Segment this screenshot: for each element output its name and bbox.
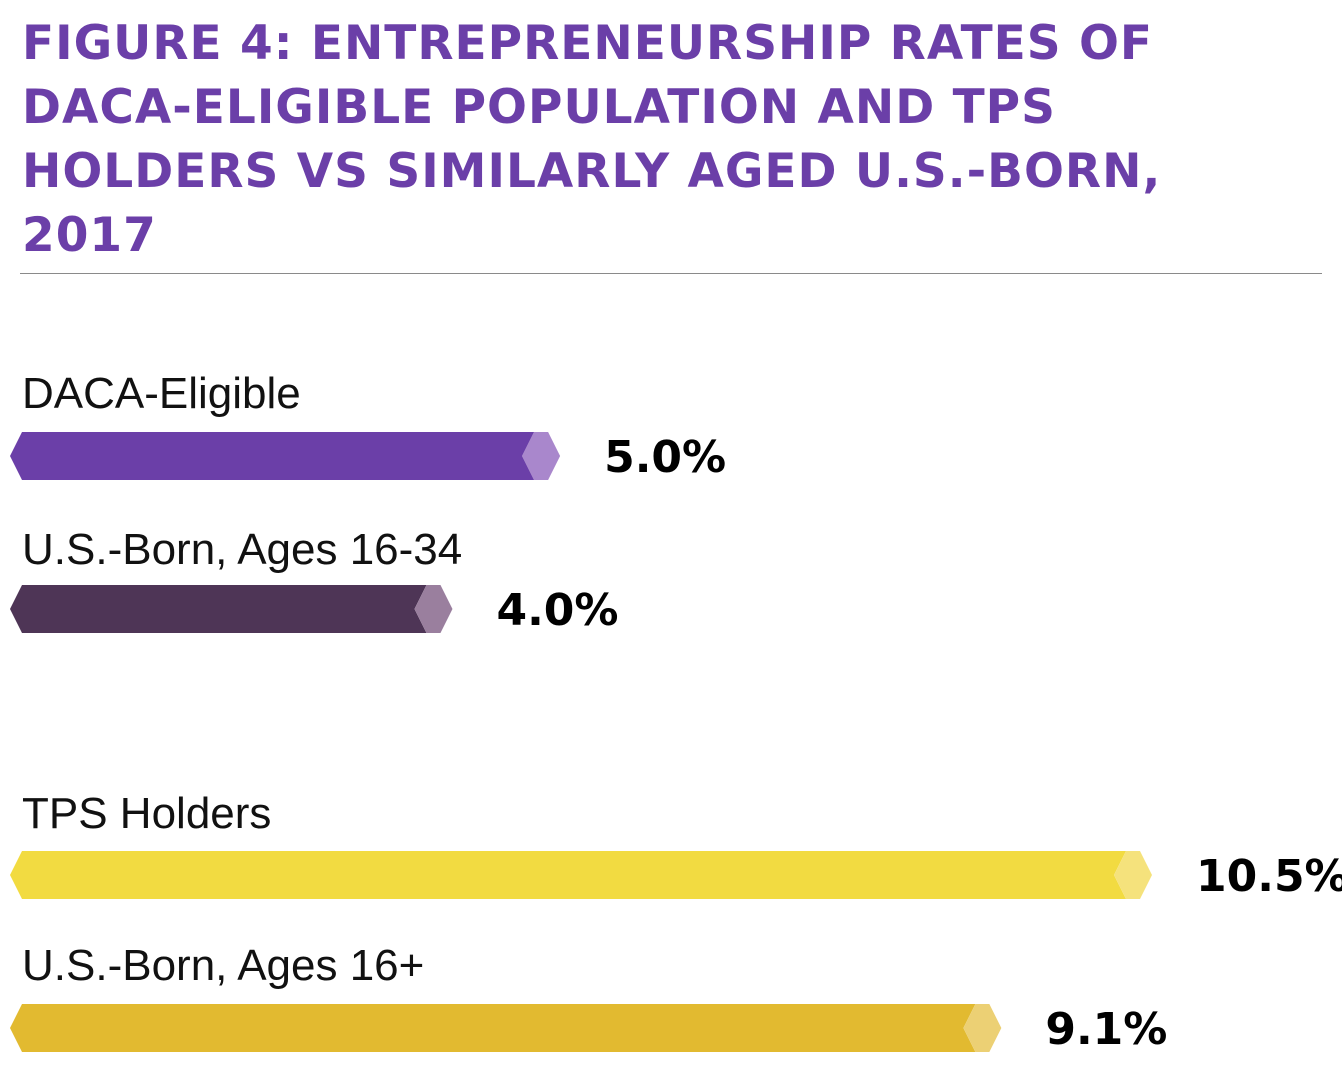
bar-tip bbox=[522, 432, 561, 480]
bar bbox=[10, 585, 427, 633]
category-label: U.S.-Born, Ages 16-34 bbox=[22, 525, 462, 574]
value-label: 5.0% bbox=[604, 432, 726, 483]
value-label: 4.0% bbox=[496, 585, 618, 636]
bar-tip bbox=[414, 585, 453, 633]
bar bbox=[10, 851, 1126, 899]
title-divider bbox=[20, 273, 1322, 274]
value-label: 10.5% bbox=[1196, 851, 1342, 902]
category-label: U.S.-Born, Ages 16+ bbox=[22, 941, 424, 990]
bar bbox=[10, 1004, 976, 1052]
bar bbox=[10, 432, 535, 480]
category-label: TPS Holders bbox=[22, 789, 271, 838]
chart-title: FIGURE 4: ENTREPRENEURSHIP RATES OF DACA… bbox=[22, 16, 1162, 263]
bar-tip bbox=[1114, 851, 1152, 899]
bar-tip bbox=[963, 1004, 1002, 1052]
category-label: DACA-Eligible bbox=[22, 369, 301, 418]
value-label: 9.1% bbox=[1045, 1004, 1167, 1055]
